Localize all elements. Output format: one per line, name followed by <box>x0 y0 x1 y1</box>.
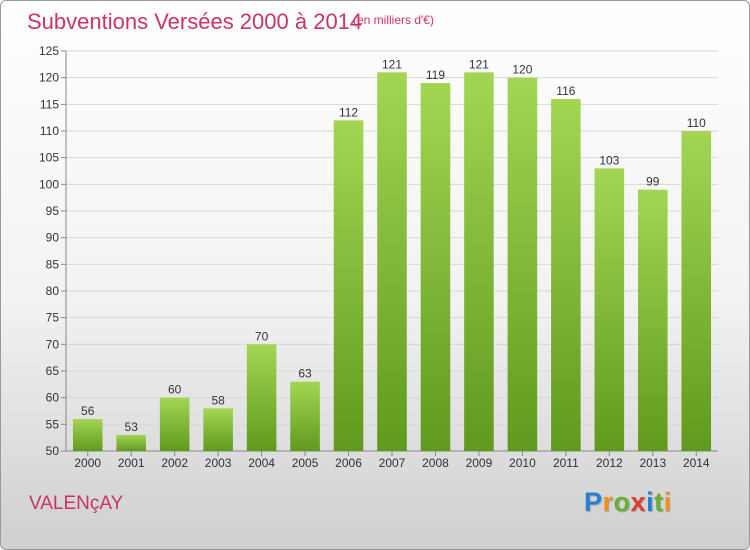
bar <box>246 344 277 451</box>
bar <box>420 83 451 451</box>
y-tick-label: 110 <box>40 124 59 138</box>
bar-value-label: 63 <box>298 367 312 381</box>
bar <box>333 120 364 451</box>
location-name: VALENçAY <box>29 493 124 514</box>
bar-value-label: 56 <box>81 404 95 418</box>
y-tick-label: 125 <box>39 44 59 58</box>
y-tick-label: 65 <box>46 364 60 378</box>
x-tick-label: 2014 <box>683 456 710 470</box>
y-tick-label: 105 <box>39 151 59 165</box>
bar <box>159 397 190 451</box>
y-tick-label: 120 <box>39 71 59 85</box>
y-tick-label: 100 <box>39 177 59 191</box>
bar-value-label: 119 <box>426 68 445 82</box>
bar <box>464 72 494 451</box>
x-tick-label: 2000 <box>74 456 101 470</box>
bar-value-label: 116 <box>556 84 575 98</box>
x-tick-label: 2001 <box>118 456 145 470</box>
chart-title: Subventions Versées 2000 à 2014 <box>27 9 363 34</box>
logo-letter: x <box>630 487 647 517</box>
logo-letter: i <box>646 487 655 517</box>
logo-letter: P <box>584 487 603 517</box>
proxiti-logo: Proxiti <box>584 487 672 518</box>
logo-letter: i <box>663 487 672 517</box>
bar-value-label: 53 <box>125 420 139 434</box>
y-tick-label: 95 <box>46 204 60 218</box>
bar-value-label: 103 <box>599 153 619 167</box>
x-tick-label: 2007 <box>379 456 406 470</box>
logo-letter: o <box>613 487 631 517</box>
bar-value-label: 120 <box>512 63 532 77</box>
x-tick-label: 2006 <box>335 456 362 470</box>
bar-value-label: 70 <box>255 329 269 343</box>
x-tick-label: 2008 <box>422 456 449 470</box>
logo-letter: r <box>602 487 614 517</box>
bar <box>116 435 146 451</box>
x-tick-label: 2012 <box>596 456 623 470</box>
y-tick-label: 75 <box>46 311 60 325</box>
bar-value-label: 58 <box>211 393 225 407</box>
y-tick-label: 70 <box>46 337 60 351</box>
bar-value-label: 112 <box>339 105 358 119</box>
bar-value-label: 99 <box>646 175 660 189</box>
logo-letter: t <box>654 487 664 517</box>
bar <box>507 77 538 452</box>
x-tick-label: 2013 <box>639 456 666 470</box>
y-tick-label: 50 <box>46 444 60 458</box>
y-tick-label: 80 <box>46 284 60 298</box>
y-tick-label: 55 <box>46 417 60 431</box>
x-tick-label: 2003 <box>205 456 232 470</box>
bar <box>203 408 233 451</box>
bar <box>72 419 103 451</box>
bar <box>594 168 625 452</box>
x-tick-label: 2002 <box>161 456 188 470</box>
x-tick-label: 2005 <box>292 456 319 470</box>
bar <box>681 131 712 451</box>
bar-value-label: 121 <box>469 57 489 71</box>
x-tick-label: 2004 <box>248 456 275 470</box>
bar-value-label: 110 <box>687 116 706 130</box>
y-tick-label: 115 <box>40 97 59 111</box>
x-tick-label: 2011 <box>553 456 579 470</box>
y-tick-label: 60 <box>46 391 60 405</box>
bar <box>290 381 320 451</box>
bar <box>638 189 668 451</box>
y-tick-label: 85 <box>46 257 60 271</box>
chart-subtitle: (en milliers d'€) <box>353 13 434 27</box>
bar <box>551 99 581 451</box>
y-tick-label: 90 <box>46 231 60 245</box>
x-tick-label: 2009 <box>466 456 493 470</box>
bar-value-label: 60 <box>168 383 182 397</box>
bar <box>377 72 407 451</box>
x-tick-label: 2010 <box>509 456 536 470</box>
bar-value-label: 121 <box>382 57 402 71</box>
